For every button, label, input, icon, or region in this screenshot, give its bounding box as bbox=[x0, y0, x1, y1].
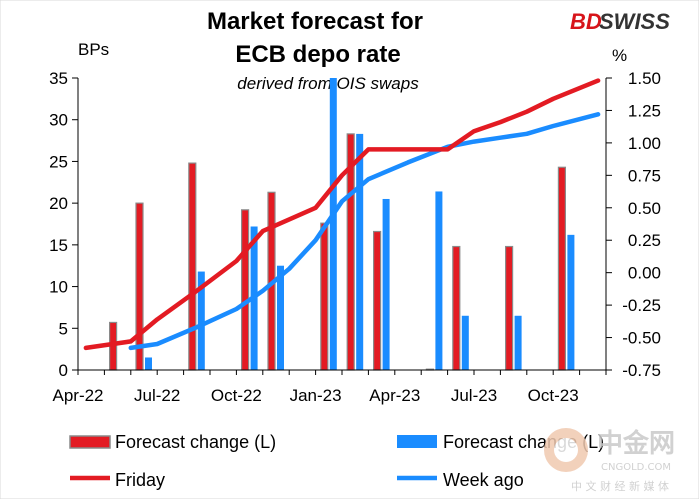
right-tick-label: 0.75 bbox=[628, 166, 661, 185]
right-tick-label: 1.00 bbox=[628, 134, 661, 153]
chart-subtitle: derived from OIS swaps bbox=[237, 74, 419, 93]
left-tick-label: 5 bbox=[59, 319, 68, 338]
bar-forecast-weekago bbox=[461, 315, 469, 370]
right-tick-label: 1.50 bbox=[628, 69, 661, 88]
legend-swatch-forecast-weekago bbox=[397, 435, 437, 448]
left-tick-label: 20 bbox=[49, 194, 68, 213]
right-tick-label: 0.50 bbox=[628, 199, 661, 218]
legend-label-forecast-friday: Forecast change (L) bbox=[115, 432, 276, 452]
bar-forecast-friday bbox=[505, 245, 514, 371]
lines bbox=[83, 78, 601, 351]
watermark: 中金网 CNGOLD.COM 中 文 财 经 新 媒 体 bbox=[544, 428, 675, 493]
x-tick-label: Oct-22 bbox=[211, 386, 262, 405]
x-tick-label: Apr-22 bbox=[52, 386, 103, 405]
watermark-logo-inner-icon bbox=[554, 438, 578, 462]
bar-forecast-friday bbox=[557, 166, 567, 371]
right-tick-label: -0.75 bbox=[622, 361, 661, 380]
line-week-ago bbox=[128, 112, 601, 351]
bars bbox=[108, 78, 575, 371]
x-axis-ticks: Apr-22 Jul-22 Oct-22 Jan-23 Apr-23 Jul-23 Oct-… bbox=[52, 370, 607, 405]
x-tick-label: Jul-22 bbox=[134, 386, 180, 405]
bar-forecast-friday bbox=[373, 230, 382, 371]
bar-forecast-friday bbox=[188, 162, 197, 371]
left-axis-ticks: 0 5 10 15 20 25 30 35 bbox=[49, 69, 78, 380]
watermark-main: 中金网 bbox=[597, 428, 675, 459]
left-tick-label: 25 bbox=[49, 152, 68, 171]
bar-forecast-weekago bbox=[197, 271, 205, 370]
x-tick-label: Apr-23 bbox=[369, 386, 420, 405]
right-tick-label: 0.00 bbox=[628, 264, 661, 283]
left-tick-label: 35 bbox=[49, 69, 68, 88]
bar-forecast-weekago bbox=[145, 357, 152, 370]
right-tick-label: -0.50 bbox=[622, 329, 661, 348]
left-axis-unit: BPs bbox=[78, 40, 109, 59]
left-tick-label: 30 bbox=[49, 111, 68, 130]
right-tick-label: -0.25 bbox=[622, 296, 661, 315]
bar-forecast-friday bbox=[320, 222, 329, 371]
x-tick-label: Jul-23 bbox=[451, 386, 497, 405]
right-axis-unit: % bbox=[612, 46, 627, 65]
watermark-tag: 中 文 财 经 新 媒 体 bbox=[571, 479, 669, 493]
left-tick-label: 0 bbox=[59, 361, 68, 380]
bar-forecast-weekago bbox=[356, 133, 364, 370]
line-friday bbox=[83, 78, 601, 351]
chart-title-line-1: Market forecast for bbox=[207, 8, 423, 35]
chart-title-line-2: ECB depo rate bbox=[235, 41, 400, 68]
right-tick-label: 0.25 bbox=[628, 231, 661, 250]
left-tick-label: 15 bbox=[49, 236, 68, 255]
brand-logo-swiss: SWISS bbox=[599, 9, 670, 34]
bar-forecast-weekago bbox=[329, 78, 337, 370]
left-tick-label: 10 bbox=[49, 278, 68, 297]
bar-forecast-weekago bbox=[382, 198, 390, 370]
bar-forecast-weekago bbox=[514, 315, 522, 370]
bar-forecast-friday bbox=[241, 209, 250, 371]
right-axis-ticks: -0.75 -0.50 -0.25 0.00 0.25 0.50 0.75 1.00 1.25 1… bbox=[606, 69, 661, 380]
axes bbox=[77, 78, 607, 371]
brand-logo: BD SWISS bbox=[570, 9, 670, 34]
watermark-sub: CNGOLD.COM bbox=[601, 462, 671, 473]
bar-forecast-weekago bbox=[435, 191, 443, 370]
legend-swatch-forecast-friday bbox=[69, 435, 111, 449]
x-tick-label: Jan-23 bbox=[290, 386, 342, 405]
bar-forecast-weekago bbox=[277, 265, 284, 370]
x-tick-label: Oct-23 bbox=[528, 386, 579, 405]
right-tick-label: 1.25 bbox=[628, 101, 661, 120]
bar-forecast-friday bbox=[452, 245, 461, 371]
legend-label-weekago: Week ago bbox=[443, 470, 524, 490]
brand-logo-bd: BD bbox=[570, 9, 602, 34]
legend-label-friday: Friday bbox=[115, 470, 165, 490]
bar-forecast-weekago bbox=[567, 234, 575, 370]
